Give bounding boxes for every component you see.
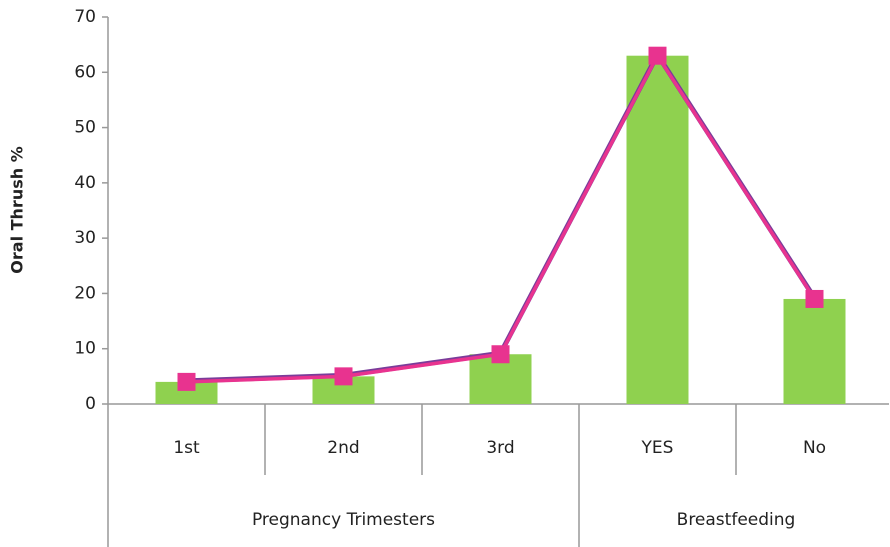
line-shadow <box>186 49 817 384</box>
bar <box>783 298 846 404</box>
x-tick-label: 3rd <box>486 438 514 458</box>
group-label: Pregnancy Trimesters <box>252 510 435 530</box>
bar <box>155 381 218 404</box>
y-tick-label: 50 <box>74 118 96 138</box>
y-axis-label: Oral Thrush % <box>8 146 27 273</box>
y-tick-label: 40 <box>74 173 96 193</box>
y-tick-label: 20 <box>74 283 96 303</box>
marker <box>648 46 667 65</box>
y-tick-label: 0 <box>85 394 96 414</box>
group-label: Breastfeeding <box>677 510 796 530</box>
x-tick-label: 2nd <box>327 438 359 458</box>
bar <box>626 55 689 404</box>
marker <box>805 289 824 308</box>
y-tick-label: 10 <box>74 339 96 359</box>
line <box>186 52 816 384</box>
marker <box>334 367 353 386</box>
y-tick-label: 30 <box>74 228 96 248</box>
marker <box>177 372 196 391</box>
x-tick-label: YES <box>641 438 674 458</box>
x-tick-label: No <box>803 438 826 458</box>
x-tick-label: 1st <box>173 438 200 458</box>
marker <box>491 345 510 364</box>
y-tick-label: 60 <box>74 62 96 82</box>
y-tick-label: 70 <box>74 7 96 27</box>
